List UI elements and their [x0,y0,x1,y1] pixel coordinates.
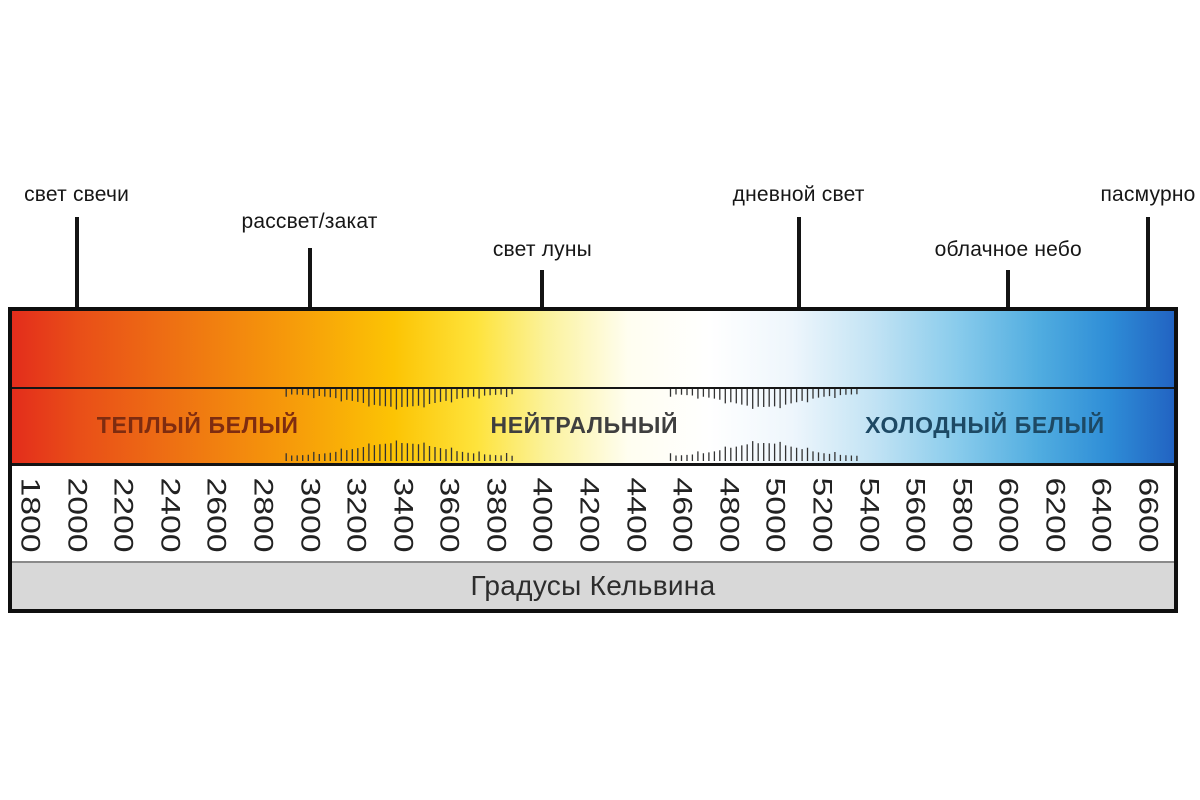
gradient-band [8,307,1178,463]
transition-hatch-ticks [285,389,858,461]
kelvin-tick-label: 3400 [388,477,419,553]
zone-label: ХОЛОДНЫЙ БЕЛЫЙ [865,412,1105,438]
marker-label: дневной свет [732,183,865,206]
kelvin-tick-label: 1800 [15,477,46,553]
kelvin-tick-label: 6600 [1133,477,1164,553]
kelvin-tick-label: 5800 [947,477,978,553]
hatch-tick-marks [285,389,858,461]
kelvin-tick-label: 3800 [481,477,512,553]
kelvin-tick-label: 6400 [1086,477,1117,553]
kelvin-tick-label: 4800 [714,477,745,553]
marker-label: свет свечи [24,183,130,206]
kelvin-tick-label: 5000 [760,477,791,553]
kelvin-tick-label: 3200 [341,477,372,553]
marker-label: облачное небо [934,238,1082,261]
kelvin-tick-label: 2200 [108,477,139,553]
kelvin-tick-label: 2800 [248,477,279,553]
kelvin-tick-label: 4400 [621,477,652,553]
kelvin-tick-label: 4600 [667,477,698,553]
marker-label: рассвет/закат [241,210,378,233]
kelvin-tick-label: 5600 [900,477,931,553]
kelvin-tick-label: 4200 [574,477,605,553]
axis-title: Градусы Кельвина [470,570,716,601]
marker-leader-line [307,248,312,348]
zone-label: ТЕПЛЫЙ БЕЛЫЙ [96,412,299,438]
kelvin-tick-label: 5400 [854,477,884,553]
kelvin-tick-label: 2600 [201,477,232,553]
marker-label: свет луны [492,238,592,261]
kelvin-tick-label: 3600 [434,477,465,553]
kelvin-tick-label: 6000 [993,477,1024,553]
marker-leader-line [796,217,801,348]
axis-title-band: Градусы Кельвина [8,561,1178,609]
zone-label: НЕЙТРАЛЬНЫЙ [490,412,679,438]
kelvin-tick-label: 2400 [155,477,186,553]
kelvin-tick-label: 6200 [1040,477,1071,553]
kelvin-tick-label: 3000 [295,477,325,553]
kelvin-numbers-band: 1800 2000 2200 2400 2600 2800 3000 3200 3400 3600… [8,463,1178,561]
marker-leader-line [74,217,79,348]
band-separator-line [8,387,1178,389]
kelvin-tick-label: 2000 [62,477,93,553]
marker-leader-line [1146,217,1150,348]
kelvin-tick-label: 5200 [807,477,838,553]
kelvin-tick-label: 4000 [527,477,558,553]
marker-label: пасмурно [1100,183,1196,206]
